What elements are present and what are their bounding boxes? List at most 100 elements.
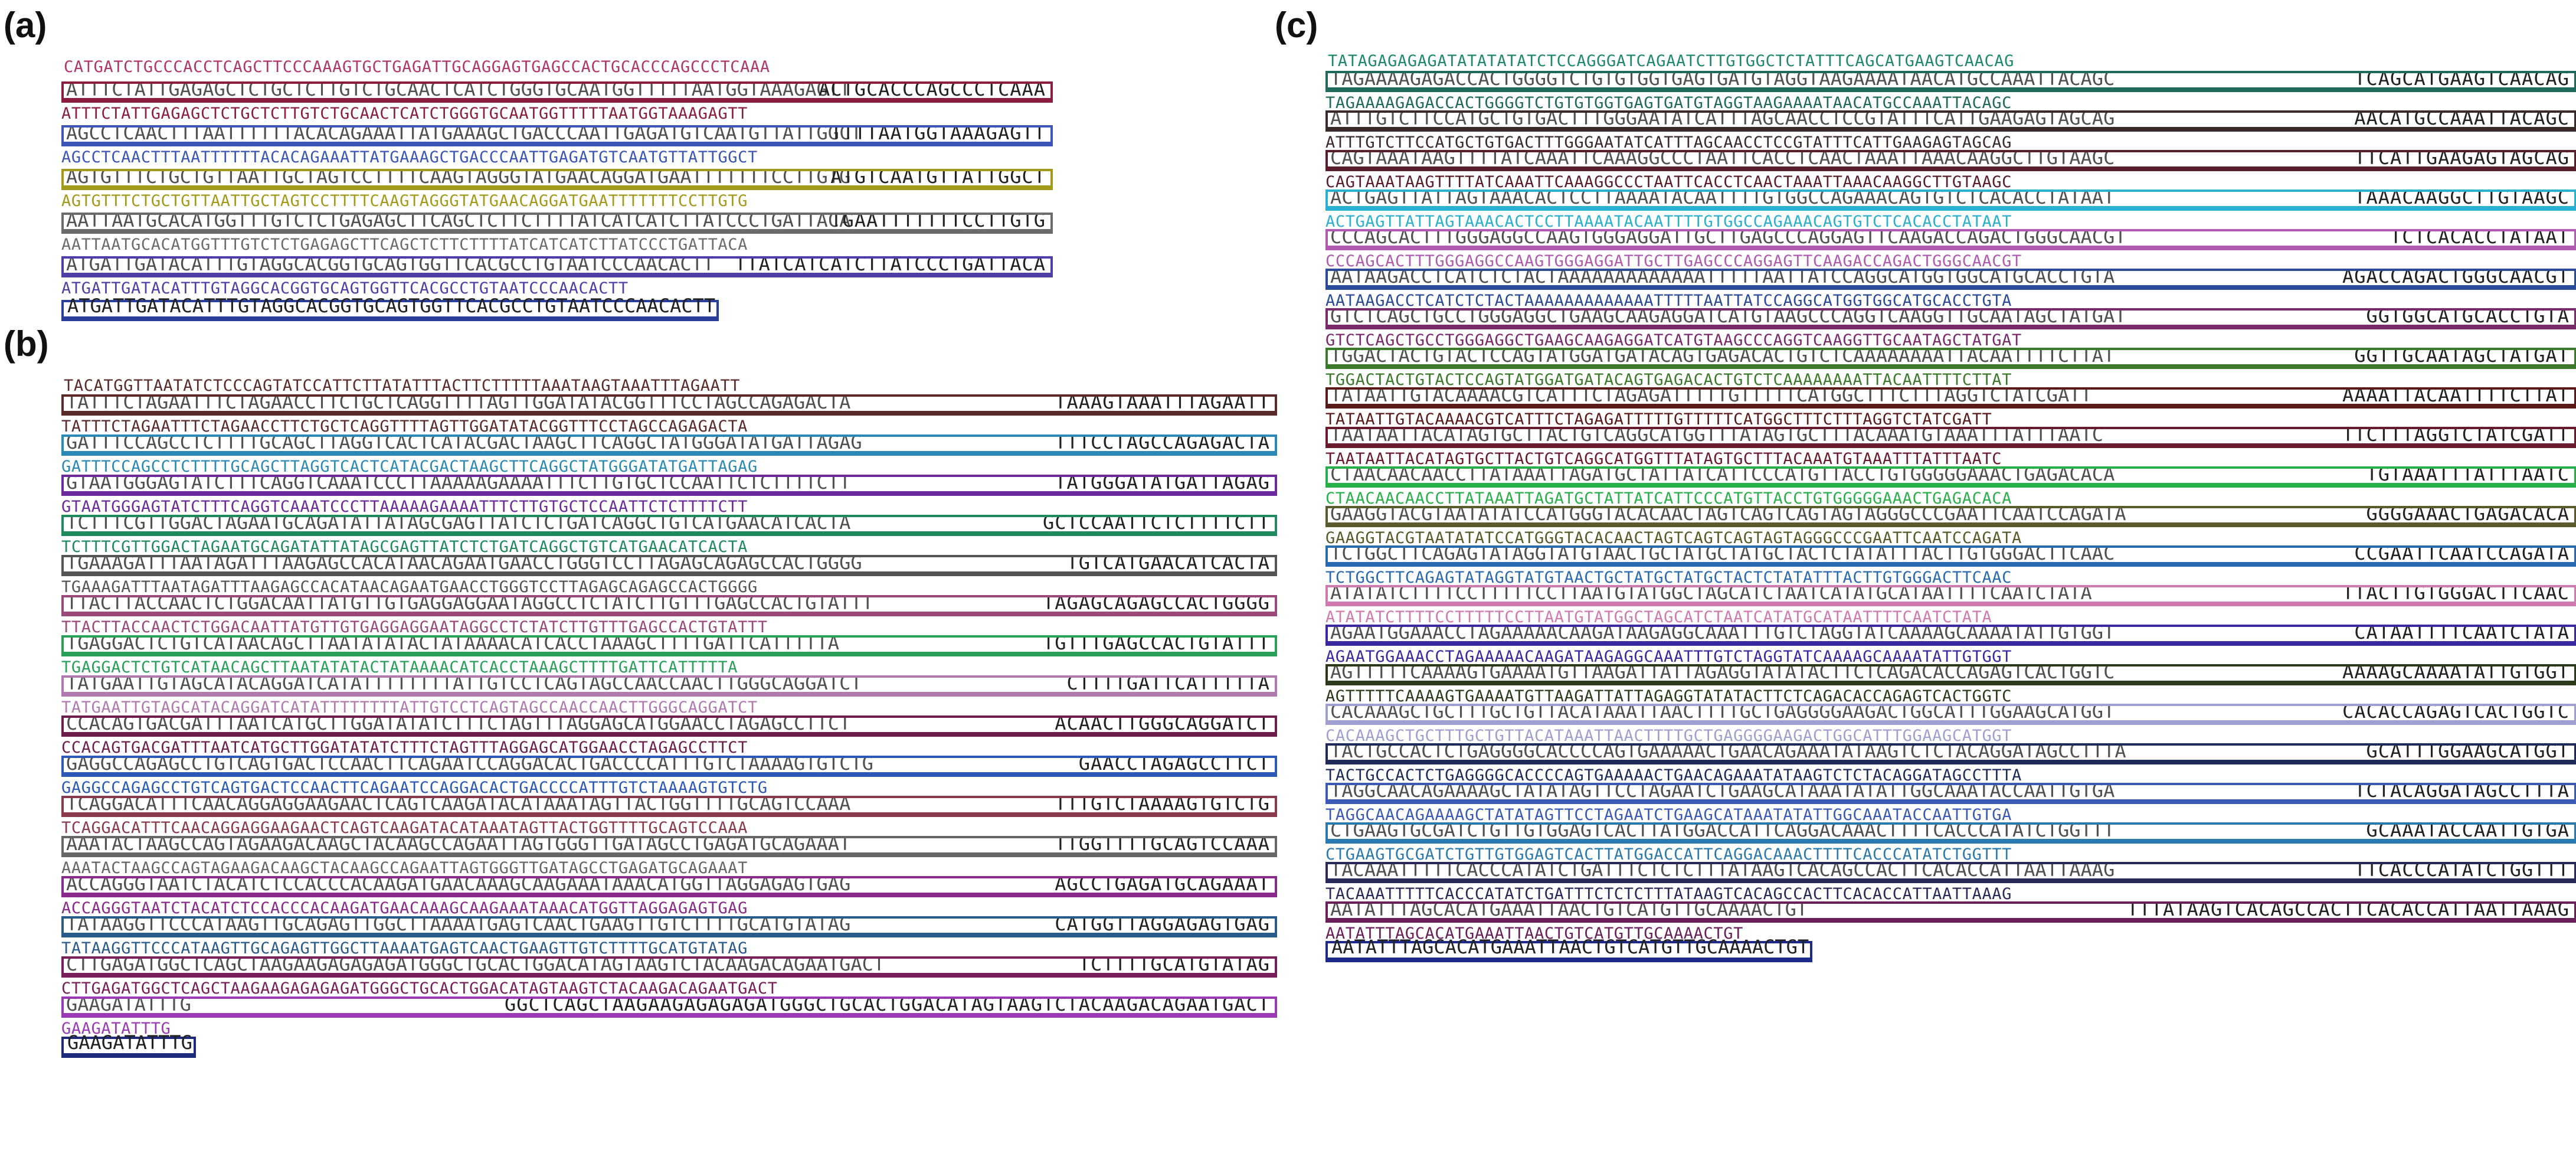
read-sequence: TATAATTGTACAAAACGTCATTTCTAGAGATTTTTGTTTT… xyxy=(1325,410,1992,429)
overlap-sequence-text: TATGAATTGTAGCATACAGGATCATATTTTTTTTATTGTC… xyxy=(66,675,862,694)
overlap-tail-text: ACAACTTGGGCAGGATCT xyxy=(1055,715,1270,734)
aligned-read-bar: TGGACTACTGTACTCCAGTATGGATGATACAGTGAGACAC… xyxy=(1325,348,2576,369)
sequence-row: TGAGGACTCTGTCATAACAGCTTAATATATACTATAAAAC… xyxy=(61,635,1277,682)
overlap-tail-text: TCTACAGGATAGCCTTTA xyxy=(2354,783,2570,802)
sequence-row: TAATAATTACATAGTGCTTACTGTCAGGCATGGTTTATAG… xyxy=(1325,427,2576,474)
read-sequence: TAATAATTACATAGTGCTTACTGTCAGGCATGGTTTATAG… xyxy=(1325,450,2002,468)
overlap-sequence-text: GTCTCAGCTGCCTGGGAGGCTGAAGCAAGAGGATCATGTA… xyxy=(1330,308,2126,327)
overlap-tail-text: TCTCACACCTATAAT xyxy=(2390,229,2570,248)
sequence-row: CCACAGTGACGATTTAATCATGCTTGGATATATCTTTCTA… xyxy=(61,715,1277,763)
overlap-tail-text: TTCTTTAGGTCTATCGATT xyxy=(2342,427,2570,446)
read-sequence: TAGGCAACAGAAAAGCTATATAGTTCCTAGAATCTGAAGC… xyxy=(1325,806,2012,824)
overlap-sequence-text: ATGATTGATACATTTGTAGGCACGGTGCAGTGGTTCACGC… xyxy=(66,256,715,275)
sequence-row: TACTGCCACTCTGAGGGGCACCCCAGTGAAAAACTGAACA… xyxy=(1325,743,2576,790)
overlap-tail-text: GCAAATACCAATTGTGA xyxy=(2366,822,2570,841)
overlap-sequence-text: TAGAAAAGAGACCACTGGGGTCTGTGTGGTGAGTGATGTA… xyxy=(1330,71,2115,90)
read-sequence: AATATTTAGCACATGAAATTAACTGTCATGTTGCAAAACT… xyxy=(1325,924,1743,943)
overlap-sequence-text: AGTTTTTCAAAAGTGAAAATGTTAAGATTATTAGAGGTAT… xyxy=(1330,664,2115,683)
panel-b-header-sequence: TACATGGTTAATATCTCCCAGTATCCATTCTTATATTTAC… xyxy=(64,377,741,395)
sequence-row: TATAATTGTACAAAACGTCATTTCTAGAGATTTTTGTTTT… xyxy=(1325,387,2576,434)
overlap-sequence-text: ACCAGGGTAATCTACATCTCCACCCACAAGATGAACAAAG… xyxy=(66,876,851,895)
read-sequence: TGAAAGATTTAATAGATTTAAGAGCCACATAACAGAATGA… xyxy=(61,578,758,596)
sequence-row: TAGGCAACAGAAAAGCTATATAGTTCCTAGAATCTGAAGC… xyxy=(1325,783,2576,830)
overlap-tail-text: GGTGGCATGCACCTGTA xyxy=(2366,308,2570,327)
sequence-row: CCCAGCACTTTGGGAGGCCAAGTGGGAGGATTGCTTGAGC… xyxy=(1325,229,2576,276)
read-sequence: AGCCTCAACTTTAATTTTTTACACAGAAATTATGAAAGCT… xyxy=(61,148,758,166)
aligned-read-bar: AATATTTAGCACATGAAATTAACTGTCATGTTGCAAAACT… xyxy=(1325,901,2576,923)
aligned-read-bar: GAAGGTACGTAATATATCCATGGGTACACAACTAGTCAGT… xyxy=(1325,506,2576,527)
overlap-tail-text: TCAGCATGAAGTCAACAG xyxy=(2354,71,2570,90)
overlap-tail-text: TGAATTTTTTTCCTTGTG xyxy=(830,213,1046,231)
sequence-row: TATTTCTAGAATTTCTAGAACCTTCTGCTCAGGTTTTAGT… xyxy=(61,394,1277,442)
sequence-row: GAAGGTACGTAATATATCCATGGGTACACAACTAGTCAGT… xyxy=(1325,506,2576,553)
aligned-read-bar: TAGGCAACAGAAAAGCTATATAGTTCCTAGAATCTGAAGC… xyxy=(1325,783,2576,804)
read-sequence: TAGAAAAGAGACCACTGGGGTCTGTGTGGTGAGTGATGTA… xyxy=(1325,94,2012,112)
read-sequence: TTACTTACCAACTCTGGACAATTATGTTGTGAGGAGGAAT… xyxy=(61,618,768,636)
overlap-sequence-text: GAGGCCAGAGCCTGTCAGTGACTCCAACTTCAGAATCCAG… xyxy=(66,756,873,775)
read-sequence: CTAACAACAACCTTATAAATTAGATGCTATTATCATTCCC… xyxy=(1325,489,2012,508)
aligned-read-bar: ACCAGGGTAATCTACATCTCCACCCACAAGATGAACAAAG… xyxy=(61,876,1277,897)
overlap-tail-text: TATGGGATATGATTAGAG xyxy=(1055,475,1270,494)
aligned-read-bar: ACTGAGTTATTAGTAAACACTCCTTAAAATACAATTTTGT… xyxy=(1325,189,2576,211)
overlap-tail-text: CATGGTTAGGAGAGTGAG xyxy=(1055,916,1270,935)
overlap-sequence-text: TCTGGCTTCAGAGTATAGGTATGTAACTGCTATGCTATGC… xyxy=(1330,545,2115,564)
sequence-row: CACAAAGCTGCTTTGCTGTTACATAAATTAACTTTTGCTG… xyxy=(1325,704,2576,751)
aligned-read-bar: ATATATCTTTTCCTTTTTCCTTAATGTATGGCTAGCATCT… xyxy=(1325,585,2576,606)
aligned-read-bar: TACAAATTTTTCACCCATATCTGATTTCTCTCTTTATAAG… xyxy=(1325,862,2576,883)
overlap-sequence-text: TGAAAGATTTAATAGATTTAAGAGCCACATAACAGAATGA… xyxy=(66,555,862,574)
read-sequence: TACTGCCACTCTGAGGGGCACCCCAGTGAAAAACTGAACA… xyxy=(1325,766,2022,785)
overlap-tail-text: TCTTTTGCATGTATAG xyxy=(1078,956,1270,975)
overlap-sequence-text: CTGAAGTGCGATCTGTTGTGGAGTCACTTATGGACCATTC… xyxy=(1330,822,2115,841)
overlap-sequence-text: CCACAGTGACGATTTAATCATGCTTGGATATATCTTTCTA… xyxy=(66,715,851,734)
final-read-sequence: GAAGATATTTG xyxy=(67,1031,192,1054)
read-sequence: GTAATGGGAGTATCTTTCAGGTCAAATCCCTTAAAAAGAA… xyxy=(61,498,748,516)
overlap-tail-text: TTTGTCTAAAAGTGTCTG xyxy=(1055,796,1270,815)
sequence-row: TATAAGGTTCCCATAAGTTGCAGAGTTGGCTTAAAATGAG… xyxy=(61,916,1277,963)
aligned-read-bar: AGCCTCAACTTTAATTTTTTACACAGAAATTATGAAAGCT… xyxy=(61,125,1053,146)
overlap-tail-text: TTGGTTTTGCAGTCCAAA xyxy=(1055,836,1270,855)
sequence-row: CTGAAGTGCGATCTGTTGTGGAGTCACTTATGGACCATTC… xyxy=(1325,822,2576,870)
read-sequence: GATTTCCAGCCTCTTTTGCAGCTTAGGTCACTCATACGAC… xyxy=(61,458,758,476)
overlap-sequence-text: GATTTCCAGCCTCTTTTGCAGCTTAGGTCACTCATACGAC… xyxy=(66,434,862,453)
aligned-read-bar: ATGATTGATACATTTGTAGGCACGGTGCAGTGGTTCACGC… xyxy=(61,256,1053,277)
panel-label-b: (b) xyxy=(4,324,49,364)
read-sequence: TGGACTACTGTACTCCAGTATGGATGATACAGTGAGACAC… xyxy=(1325,371,2012,389)
sequence-row: TTACTTACCAACTCTGGACAATTATGTTGTGAGGAGGAAT… xyxy=(61,595,1277,642)
read-sequence: TATAAGGTTCCCATAAGTTGCAGAGTTGGCTTAAAATGAG… xyxy=(61,939,748,958)
read-sequence: AATAAGACCTCATCTCTACTAAAAAAAAAAAAATTTTTAA… xyxy=(1325,292,2012,310)
aligned-read-bar: AGTGTTTCTGCTGTTAATTGCTAGTCCTTTTCAAGTAGGG… xyxy=(61,169,1053,190)
overlap-sequence-text: TATTTCTAGAATTTCTAGAACCTTCTGCTCAGGTTTTAGT… xyxy=(66,394,851,413)
overlap-sequence-text: TACAAATTTTTCACCCATATCTGATTTCTCTCTTTATAAG… xyxy=(1330,862,2115,881)
sequence-row: GTCTCAGCTGCCTGGGAGGCTGAAGCAAGAGGATCATGTA… xyxy=(1325,308,2576,355)
sequence-row: ACTGAGTTATTAGTAAACACTCCTTAAAATACAATTTTGT… xyxy=(1325,189,2576,237)
sequence-row: AGCCTCAACTTTAATTTTTTACACAGAAATTATGAAAGCT… xyxy=(61,125,1053,172)
read-sequence: AGTGTTTCTGCTGTTAATTGCTAGTCCTTTTCAAGTAGGG… xyxy=(61,192,748,210)
aligned-read-bar: AGAATGGAAACCTAGAAAAACAAGATAAGAGGCAAATTTG… xyxy=(1325,625,2576,646)
aligned-read-bar: TAATAATTACATAGTGCTTACTGTCAGGCATGGTTTATAG… xyxy=(1325,427,2576,448)
aligned-read-bar: GAAGATATTTG GGCTCAGCTAAGAAGAGAGAGATGGGCTG… xyxy=(61,996,1277,1018)
sequence-row: TGAAAGATTTAATAGATTTAAGAGCCACATAACAGAATGA… xyxy=(61,555,1277,602)
read-sequence: CACAAAGCTGCTTTGCTGTTACATAAATTAACTTTTGCTG… xyxy=(1325,727,2012,745)
aligned-read-bar: TCTGGCTTCAGAGTATAGGTATGTAACTGCTATGCTATGC… xyxy=(1325,545,2576,567)
aligned-read-bar: CTTGAGATGGCTCAGCTAAGAAGAGAGAGATGGGCTGCAC… xyxy=(61,956,1277,978)
read-sequence: ATATATCTTTTCCTTTTTCCTTAATGTATGGCTAGCATCT… xyxy=(1325,608,1992,626)
aligned-read-bar: AAATACTAAGCCAGTAGAAGACAAGCTACAAGCCAGAATT… xyxy=(61,836,1277,857)
read-sequence: TACAAATTTTTCACCCATATCTGATTTCTCTCTTTATAAG… xyxy=(1325,885,2012,903)
overlap-tail-text: TAGAGCAGAGCCACTGGGG xyxy=(1042,595,1270,614)
panel-c-header-sequence: TATAGAGAGAGATATATATATCTCCAGGGATCAGAATCTT… xyxy=(1328,52,2015,70)
panel-label-c: (c) xyxy=(1275,5,1318,45)
overlap-tail-text: GAACCTAGAGCCTTCT xyxy=(1078,756,1270,775)
sequence-row: ACCAGGGTAATCTACATCTCCACCCACAAGATGAACAAAG… xyxy=(61,876,1277,923)
sequence-row: AGTGTTTCTGCTGTTAATTGCTAGTCCTTTTCAAGTAGGG… xyxy=(61,169,1053,216)
aligned-read-bar: GTAATGGGAGTATCTTTCAGGTCAAATCCCTTAAAAAGAA… xyxy=(61,475,1277,496)
panel-label-a: (a) xyxy=(4,5,47,45)
overlap-tail-text: ACTGCACCCAGCCCTCAAA xyxy=(818,81,1046,100)
overlap-tail-text: TTACTTGTGGGACTTCAAC xyxy=(2342,585,2570,604)
overlap-sequence-text: CCCAGCACTTTGGGAGGCCAAGTGGGAGGATTGCTTGAGC… xyxy=(1330,229,2126,248)
overlap-tail-text: GGGGAAACTGAGACACA xyxy=(2366,506,2570,525)
sequence-row: TCTTTCGTTGGACTAGAATGCAGATATTATAGCGAGTTAT… xyxy=(61,515,1277,562)
overlap-tail-text: CTTTTGATTCATTTTTA xyxy=(1066,675,1270,694)
sequence-row: CTTGAGATGGCTCAGCTAAGAAGAGAGAGATGGGCTGCAC… xyxy=(61,956,1277,1004)
overlap-sequence-text: TATAAGGTTCCCATAAGTTGCAGAGTTGGCTTAAAATGAG… xyxy=(66,916,851,935)
read-sequence: TATTTCTAGAATTTCTAGAACCTTCTGCTCAGGTTTTAGT… xyxy=(61,417,748,436)
